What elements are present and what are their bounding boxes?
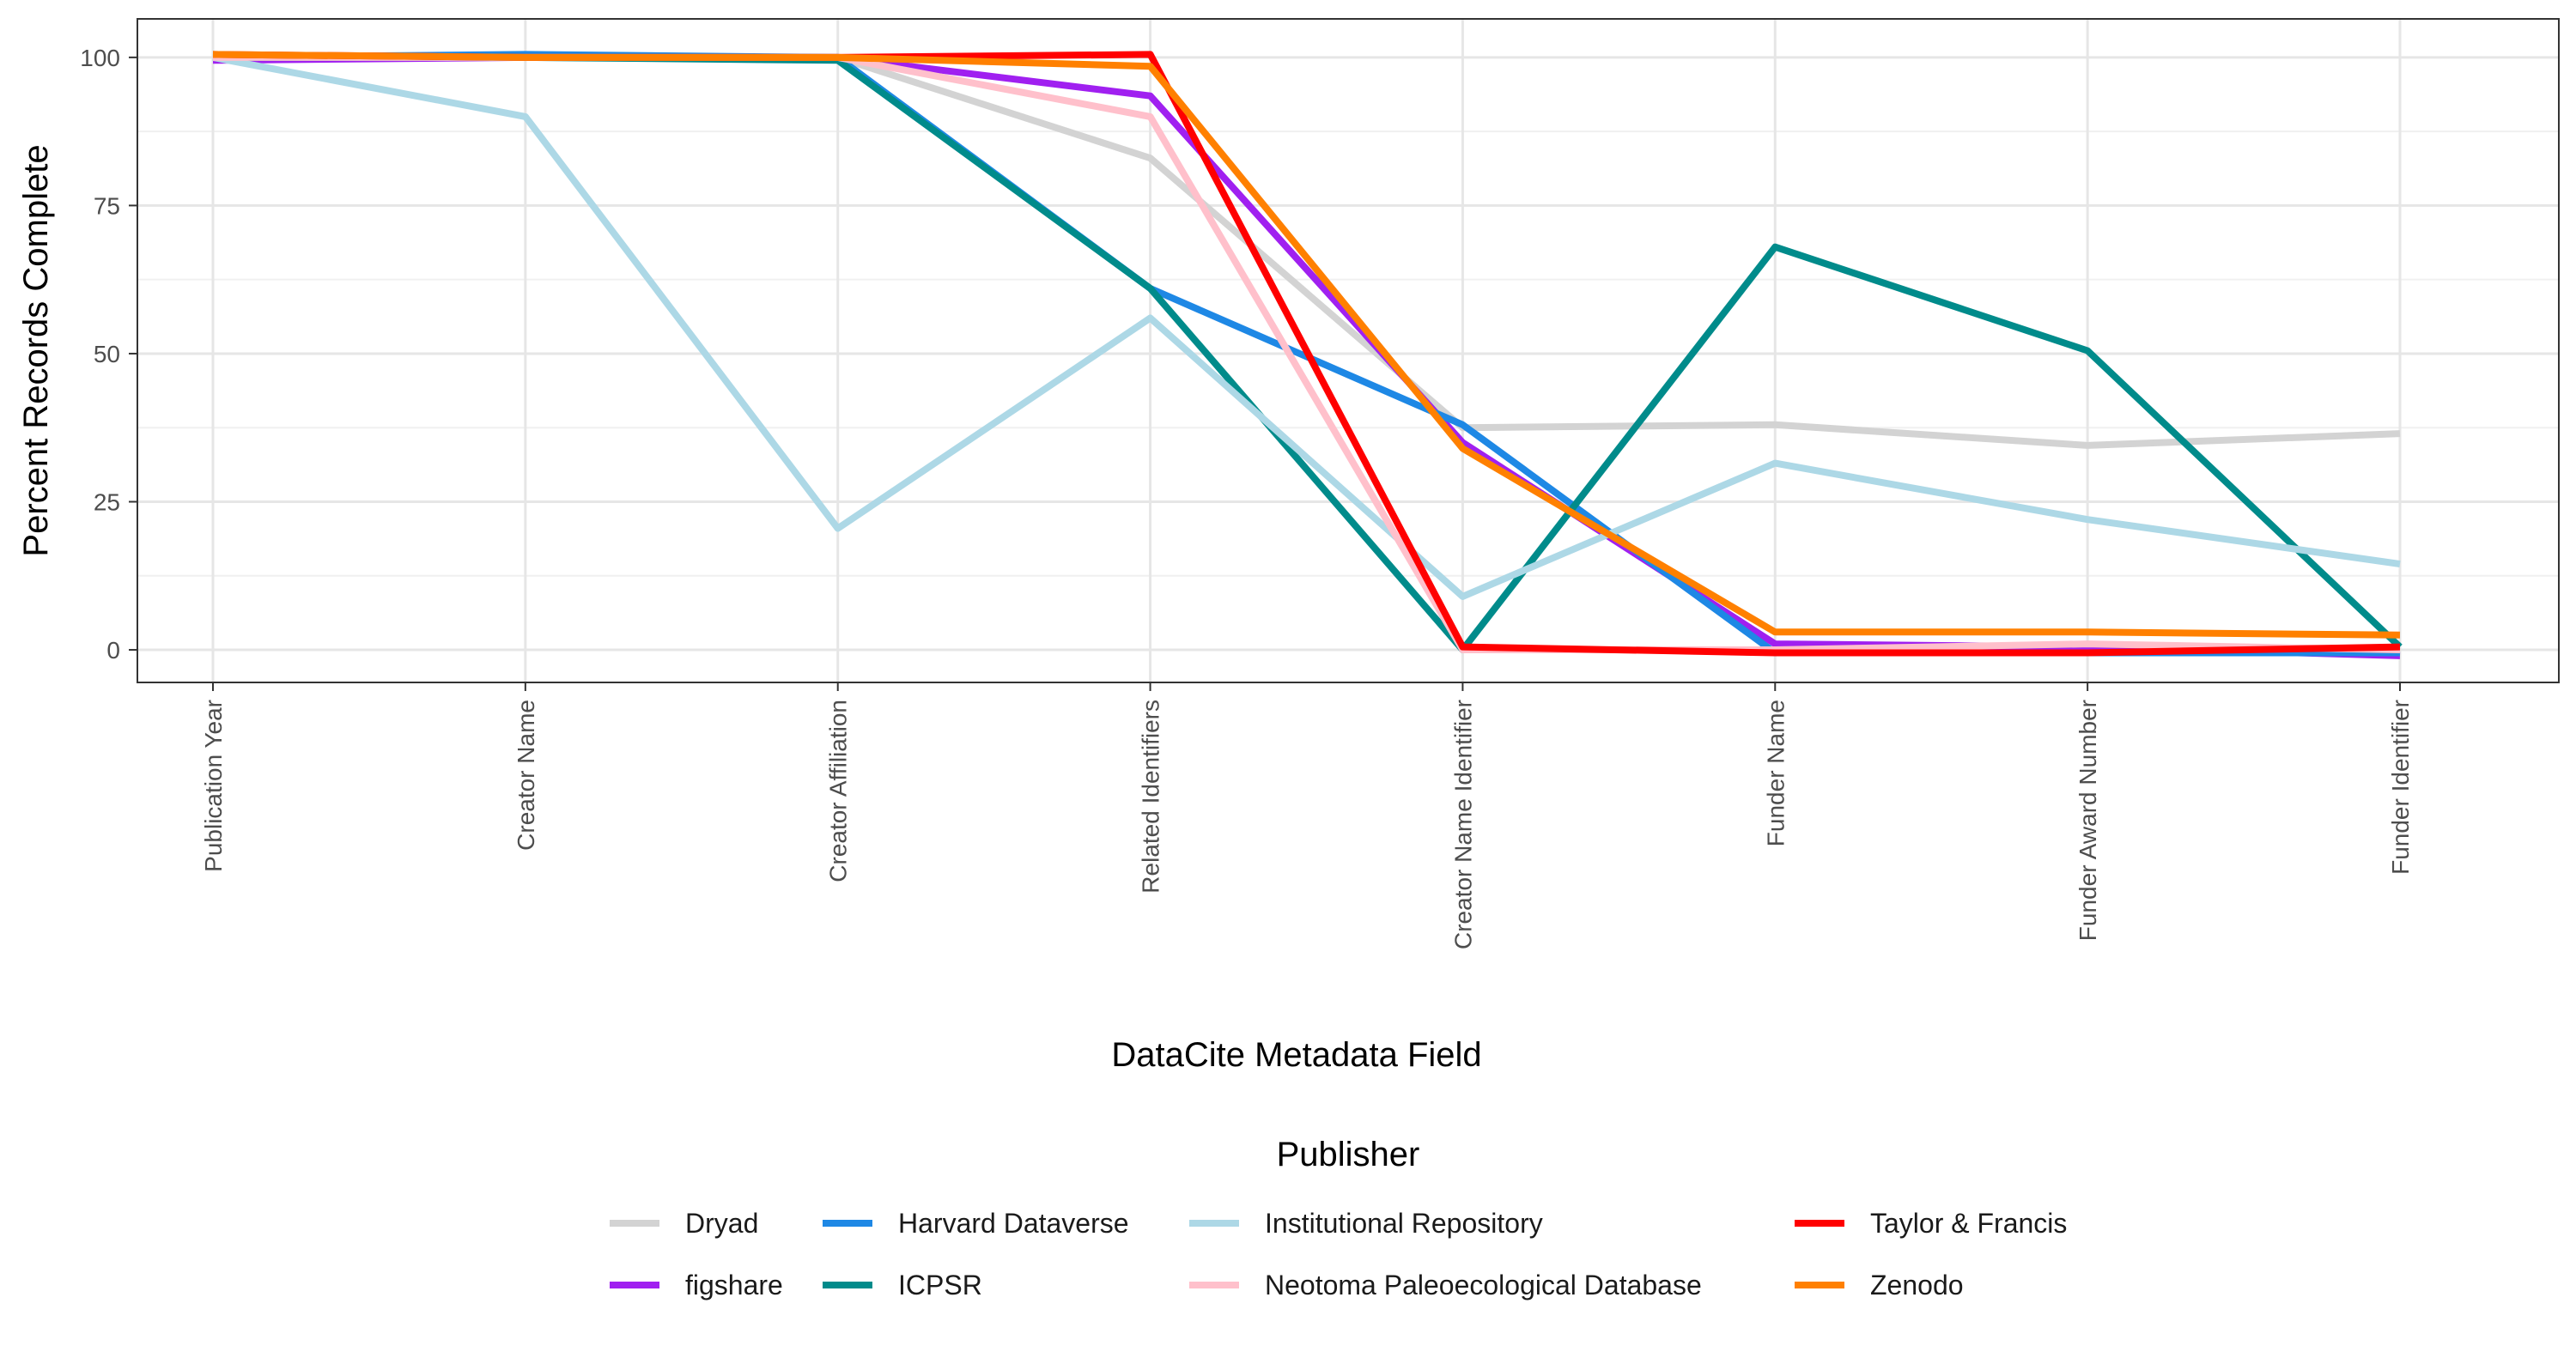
- legend-label: Dryad: [685, 1208, 758, 1239]
- legend-item: Taylor & Francis: [1795, 1208, 2067, 1239]
- y-tick-label: 75: [94, 192, 120, 219]
- y-axis-title: Percent Records Complete: [17, 144, 55, 556]
- legend-label: Neotoma Paleoecological Database: [1265, 1270, 1702, 1300]
- legend-item: figshare: [610, 1270, 783, 1300]
- x-axis: Publication Year Creator Name Creator Affi…: [200, 682, 2414, 949]
- x-tick-label: Publication Year: [200, 700, 227, 872]
- legend-label: Taylor & Francis: [1870, 1208, 2067, 1239]
- x-tick-label: Funder Identifier: [2387, 700, 2414, 875]
- x-tick-label: Creator Name: [513, 700, 539, 851]
- legend-label: ICPSR: [898, 1270, 982, 1300]
- legend-label: figshare: [685, 1270, 783, 1300]
- y-tick-label: 100: [80, 45, 120, 71]
- legend-label: Zenodo: [1870, 1270, 1964, 1300]
- legend-item: ICPSR: [823, 1270, 982, 1300]
- series-lines: [212, 51, 2403, 659]
- x-tick-label: Creator Name Identifier: [1449, 700, 1476, 949]
- x-tick-label: Funder Name: [1762, 700, 1789, 846]
- legend: Publisher Dryad figshare Harvard Dataverse…: [610, 1136, 2067, 1300]
- x-tick-label: Funder Award Number: [2075, 700, 2101, 941]
- x-tick-label: Related Identifiers: [1138, 700, 1164, 894]
- legend-label: Institutional Repository: [1265, 1208, 1543, 1239]
- series-line-zenodo: [212, 51, 2401, 639]
- y-tick-label: 25: [94, 488, 120, 515]
- legend-title: Publisher: [1277, 1136, 1420, 1173]
- legend-item: Neotoma Paleoecological Database: [1189, 1270, 1702, 1300]
- grid-lines: [137, 19, 2559, 682]
- series-line-institutional-repository: [212, 53, 2401, 600]
- x-axis-title: DataCite Metadata Field: [1111, 1036, 1481, 1074]
- y-tick-label: 50: [94, 341, 120, 367]
- plot-panel: [137, 18, 2560, 683]
- legend-label: Harvard Dataverse: [898, 1208, 1129, 1239]
- y-tick-label: 0: [106, 637, 120, 664]
- legend-item: Zenodo: [1795, 1270, 1964, 1300]
- legend-item: Institutional Repository: [1189, 1208, 1543, 1239]
- legend-item: Dryad: [610, 1208, 758, 1239]
- y-axis: 0 25 50 75 100: [80, 45, 137, 664]
- legend-item: Harvard Dataverse: [823, 1208, 1129, 1239]
- x-tick-label: Creator Affiliation: [825, 700, 852, 882]
